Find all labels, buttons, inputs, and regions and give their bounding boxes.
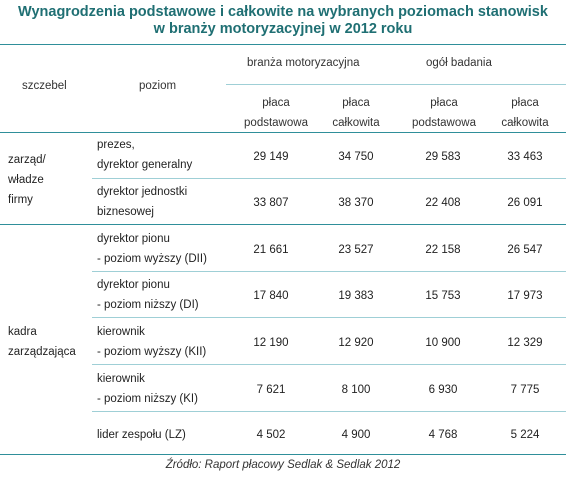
row-divider <box>92 178 566 179</box>
value-branza-calkowita: 4 900 <box>341 429 371 441</box>
header-ogol-badania: ogół badania <box>426 57 492 69</box>
table-bottom-rule <box>0 454 566 455</box>
value-branza-calkowita: 12 920 <box>338 337 374 349</box>
value-branza-podstawowa: 29 149 <box>253 151 289 163</box>
header-top-rule <box>0 44 566 45</box>
header-poziom: poziom <box>139 80 177 92</box>
row-label: dyrektor pionu - poziom wyższy (DII) <box>97 229 207 269</box>
value-ogol-calkowita: 33 463 <box>507 151 543 163</box>
row-label-line: dyrektor generalny <box>97 159 193 171</box>
row-label: kierownik - poziom niższy (KI) <box>97 369 198 409</box>
value-ogol-podstawowa: 6 930 <box>428 384 458 396</box>
value-ogol-podstawowa: 10 900 <box>425 337 461 349</box>
source-note: Źródło: Raport płacowy Sedlak & Sedlak 2… <box>165 459 401 471</box>
value-branza-podstawowa: 33 807 <box>253 197 289 209</box>
header-placa-podstawowa-1: płaca podstawowa <box>236 93 316 133</box>
row-label: prezes, dyrektor generalny <box>97 135 192 175</box>
value-branza-podstawowa: 7 621 <box>256 384 286 396</box>
value-ogol-podstawowa: 15 753 <box>425 290 461 302</box>
header-placa-label: płaca <box>511 97 539 109</box>
row-label-line: lider zespołu (LZ) <box>97 429 186 441</box>
value-ogol-calkowita: 5 224 <box>510 429 540 441</box>
group-divider <box>0 224 566 225</box>
row-label-line: dyrektor jednostki <box>97 186 188 198</box>
value-ogol-podstawowa: 22 158 <box>425 244 461 256</box>
row-label-line: kierownik <box>97 326 145 338</box>
value-ogol-calkowita: 7 775 <box>510 384 540 396</box>
header-bottom-rule <box>0 132 566 133</box>
group-header-rule <box>226 84 566 85</box>
header-placa-label: płaca <box>262 97 290 109</box>
row-divider <box>92 411 566 412</box>
row-divider <box>92 364 566 365</box>
value-ogol-calkowita: 12 329 <box>507 337 543 349</box>
header-branza-motoryzacyjna: branża motoryzacyjna <box>247 57 360 69</box>
row-label-line: biznesowej <box>97 206 154 218</box>
header-placa-podstawowa-2: płaca podstawowa <box>404 93 484 133</box>
row-label-line: - poziom niższy (KI) <box>97 393 198 405</box>
header-calkowita-label: całkowita <box>501 117 549 129</box>
row-label-line: - poziom wyższy (DII) <box>97 253 207 265</box>
group-label-line: zarząd/ <box>8 154 46 166</box>
header-podstawowa-label: podstawowa <box>412 117 476 129</box>
row-label-line: kierownik <box>97 373 145 385</box>
value-branza-calkowita: 38 370 <box>338 197 374 209</box>
header-placa-calkowita-2: płaca całkowita <box>485 93 565 133</box>
header-szczebel: szczebel <box>22 80 67 92</box>
row-divider <box>92 271 566 272</box>
title-line-2: w branży motoryzacyjnej w 2012 roku <box>153 21 413 37</box>
value-ogol-podstawowa: 4 768 <box>428 429 458 441</box>
header-calkowita-label: całkowita <box>332 117 380 129</box>
row-label: lider zespołu (LZ) <box>97 425 186 445</box>
group-label-kadra: kadra zarządzająca <box>8 322 76 362</box>
row-label-line: - poziom niższy (DI) <box>97 299 199 311</box>
group-label-line: zarządzająca <box>8 346 76 358</box>
row-label-line: - poziom wyższy (KII) <box>97 346 207 358</box>
group-label-line: władze <box>8 174 44 186</box>
row-label-line: dyrektor pionu <box>97 279 170 291</box>
header-placa-label: płaca <box>342 97 370 109</box>
value-ogol-podstawowa: 22 408 <box>425 197 461 209</box>
value-branza-calkowita: 34 750 <box>338 151 374 163</box>
header-placa-label: płaca <box>430 97 458 109</box>
row-label: dyrektor jednostki biznesowej <box>97 182 187 222</box>
row-label-line: dyrektor pionu <box>97 233 170 245</box>
value-ogol-podstawowa: 29 583 <box>425 151 461 163</box>
row-divider <box>92 317 566 318</box>
value-branza-calkowita: 8 100 <box>341 384 371 396</box>
value-branza-podstawowa: 12 190 <box>253 337 289 349</box>
value-branza-podstawowa: 21 661 <box>253 244 289 256</box>
row-label: dyrektor pionu - poziom niższy (DI) <box>97 275 199 315</box>
row-label-line: prezes, <box>97 139 135 151</box>
value-branza-calkowita: 19 383 <box>338 290 374 302</box>
value-branza-calkowita: 23 527 <box>338 244 374 256</box>
value-ogol-calkowita: 17 973 <box>507 290 543 302</box>
table-title: Wynagrodzenia podstawowe i całkowite na … <box>0 4 566 38</box>
header-podstawowa-label: podstawowa <box>244 117 308 129</box>
value-ogol-calkowita: 26 091 <box>507 197 543 209</box>
group-label-zarzad: zarząd/ władze firmy <box>8 150 46 210</box>
header-placa-calkowita-1: płaca całkowita <box>316 93 396 133</box>
value-branza-podstawowa: 17 840 <box>253 290 289 302</box>
value-ogol-calkowita: 26 547 <box>507 244 543 256</box>
row-label: kierownik - poziom wyższy (KII) <box>97 322 206 362</box>
title-line-1: Wynagrodzenia podstawowe i całkowite na … <box>18 4 548 20</box>
value-branza-podstawowa: 4 502 <box>256 429 286 441</box>
group-label-line: firmy <box>8 194 33 206</box>
group-label-line: kadra <box>8 326 37 338</box>
